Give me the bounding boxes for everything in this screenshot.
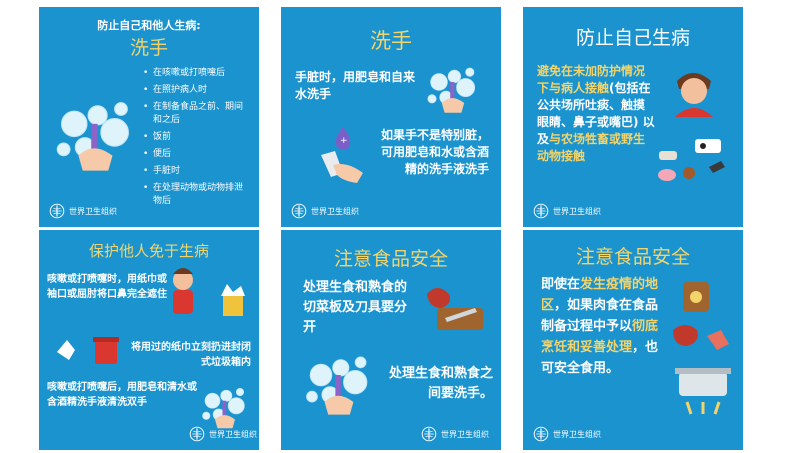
list-item: 在处理动物或动物排泄物后 xyxy=(143,182,249,208)
highlight-outbreak-area: 发生疫情的地区 xyxy=(541,277,659,313)
who-emblem-icon xyxy=(533,426,549,442)
who-emblem-icon xyxy=(291,203,307,219)
who-emblem-icon xyxy=(189,426,205,442)
card-title: 注意食品安全 xyxy=(333,248,448,270)
who-logo: 世界卫生组织 xyxy=(49,203,117,219)
card-text-dispose-tissue: 将用过的纸巾立刻扔进封闭式垃圾箱内 xyxy=(131,342,251,368)
sick-person-illustration xyxy=(675,73,713,117)
who-logo: 世界卫生组织 xyxy=(533,426,601,442)
text-plain: ，如果肉食在食品制备过程中予以 xyxy=(541,298,659,334)
text-plain: (包括在公共场所吐痰、触摸眼睛、鼻子或嘴巴) 以及 xyxy=(537,81,655,146)
tissue-bin-icon xyxy=(57,337,119,364)
who-emblem-icon xyxy=(49,203,65,219)
who-emblem-icon xyxy=(533,203,549,219)
who-logo: 世界卫生组织 xyxy=(533,203,601,219)
list-item: 饭前 xyxy=(143,131,249,144)
card-text-wash-between: 处理生食和熟食之间要洗手。 xyxy=(388,366,493,401)
svg-text:+: + xyxy=(340,136,348,146)
card-food-safety-boards: 注意食品安全 处理生食和熟食的切菜板及刀具要分开 处理生食和熟食之间要洗手。 世… xyxy=(281,230,501,450)
sanitizer-hand-icon: + xyxy=(321,127,363,183)
card-pretitle: 防止自己和他人生病: xyxy=(97,19,201,32)
card-title: 防止自己生病 xyxy=(575,27,690,49)
card-text-separate-boards: 处理生食和熟食的切菜板及刀具要分开 xyxy=(303,280,408,335)
occasion-list: 在咳嗽或打喷嚏后 在照护病人时 在制备食品之前、期间和之后 饭前 便后 手脏时 … xyxy=(143,67,249,212)
who-logo: 世界卫生组织 xyxy=(189,426,257,442)
card-text-cook-thoroughly: 即使在发生疫情的地区，如果肉食在食品制备过程中予以彻底烹饪和妥善处理，也可安全食… xyxy=(541,274,669,379)
highlight-cook-properly: 彻底烹饪和妥善处理 xyxy=(541,319,659,355)
hand-washing-illustration xyxy=(199,382,251,432)
who-emblem-icon xyxy=(421,426,437,442)
card-text-alcohol-rub: 如果手不是特别脏，可用肥皂和水或含酒精的洗手液洗手 xyxy=(380,128,489,176)
text-plain: 即使在 xyxy=(541,277,581,292)
highlight-animal-contact: 与农场牲畜或野生动物接触 xyxy=(537,132,646,163)
who-logo: 世界卫生组织 xyxy=(291,203,359,219)
card-text-soap-water: 手脏时，用肥皂和自来水洗手 xyxy=(295,70,416,101)
who-logo: 世界卫生组织 xyxy=(421,426,489,442)
who-label: 世界卫生组织 xyxy=(553,429,601,439)
hand-washing-illustration xyxy=(303,346,375,422)
list-item: 在咳嗽或打喷嚏后 xyxy=(143,67,249,80)
list-item: 在照护病人时 xyxy=(143,84,249,97)
card-text-cover-mouth: 咳嗽或打喷嚏时，用纸巾或袖口或屈肘将口鼻完全遮住 xyxy=(47,274,167,300)
text-plain: ，也可安全食用。 xyxy=(541,340,659,376)
highlight-sick-contact: 避免在未加防护情况下与病人接触 xyxy=(537,64,646,95)
card-title: 保护他人免于生病 xyxy=(88,242,209,260)
list-item: 在制备食品之前、期间和之后 xyxy=(143,101,249,127)
who-label: 世界卫生组织 xyxy=(209,429,257,439)
card-title: 洗手 xyxy=(370,29,412,53)
card-text-avoid-contact: 避免在未加防护情况下与病人接触(包括在公共场所吐痰、触摸眼睛、鼻子或嘴巴) 以及… xyxy=(537,63,655,165)
cutting-board-meat-icon xyxy=(427,288,483,330)
hand-washing-illustration xyxy=(53,92,138,177)
who-label: 世界卫生组织 xyxy=(311,206,359,216)
farm-animals-illustration xyxy=(658,139,725,181)
list-item: 便后 xyxy=(143,148,249,161)
hand-washing-illustration xyxy=(425,61,481,117)
sneezing-person-illustration xyxy=(173,268,245,316)
list-item: 手脏时 xyxy=(143,165,249,178)
card-hand-washing-occasions: 防止自己和他人生病: 洗手 在咳嗽或打喷嚏后 在照护病人时 在制备食品之前、期间… xyxy=(39,7,259,227)
card-protect-others: 保护他人免于生病 咳嗽或打喷嚏时，用纸巾或袖口或屈肘将口鼻完全遮住 将用过的纸巾… xyxy=(39,230,259,450)
card-hand-washing-method: 洗手 手脏时，用肥皂和自来水洗手 + 如果手不是特别脏，可用肥皂和水或含酒精的洗… xyxy=(281,7,501,227)
cooking-food-illustration xyxy=(673,282,731,415)
card-text-wash-after: 咳嗽或打喷嚏后，用肥皂和清水或含酒精洗手液清洗双手 xyxy=(47,382,197,408)
who-label: 世界卫生组织 xyxy=(553,206,601,216)
card-food-safety-cooking: 注意食品安全 即使在发生疫情的地区，如果肉食在食品制备过程中予以彻底烹饪和妥善处… xyxy=(523,230,743,450)
who-label: 世界卫生组织 xyxy=(69,206,117,216)
card-title: 注意食品安全 xyxy=(575,246,690,268)
card-protect-yourself: 防止自己生病 避免在未加防护情况下与病人接触(包括在公共场所吐痰、触摸眼睛、鼻子… xyxy=(523,7,743,227)
card-title: 洗手 xyxy=(129,37,168,59)
who-label: 世界卫生组织 xyxy=(441,429,489,439)
